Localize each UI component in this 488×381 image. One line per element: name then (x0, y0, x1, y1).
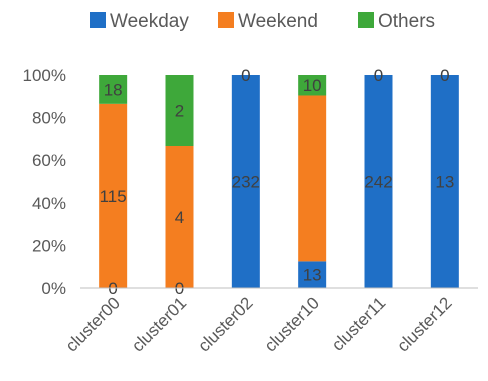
legend-label-others: Others (378, 11, 435, 32)
data-label: 2 (175, 102, 184, 121)
bar-segment-others-cluster10 (298, 75, 327, 96)
legend-swatch-others (358, 12, 374, 28)
y-tick-label: 20% (32, 236, 66, 255)
bar-segment-weekend-cluster10 (298, 95, 327, 262)
data-label: 232 (232, 173, 260, 192)
legend: Weekday Weekend Others (90, 11, 435, 32)
y-tick-label: 60% (32, 151, 66, 170)
x-tick-label: cluster10 (261, 293, 323, 355)
x-tick-label: cluster02 (194, 293, 256, 355)
bar-segment-weekend-cluster00 (99, 103, 128, 289)
data-label: 4 (175, 208, 184, 227)
x-tick-label: cluster12 (393, 293, 455, 355)
data-label: 0 (374, 66, 383, 85)
bar-segment-others-cluster00 (99, 75, 128, 104)
bar-segment-others-cluster01 (165, 75, 194, 146)
data-label: 13 (303, 266, 322, 285)
data-label: 0 (241, 66, 250, 85)
bar-segment-weekday-cluster02 (231, 75, 260, 288)
legend-swatch-weekday (90, 12, 106, 28)
x-axis: cluster00 cluster01 cluster02 cluster10 clus… (62, 287, 478, 356)
data-label: 10 (303, 76, 322, 95)
bar-segment-weekend-cluster01 (165, 146, 194, 288)
x-tick-label: cluster11 (328, 293, 389, 354)
y-tick-label: 100% (23, 66, 66, 85)
y-tick-label: 40% (32, 194, 66, 213)
x-tick-label: cluster01 (128, 293, 190, 355)
legend-label-weekday: Weekday (110, 11, 189, 32)
y-tick-label: 0% (41, 279, 66, 298)
data-label: 242 (364, 173, 392, 192)
bar-segment-weekday-cluster12 (430, 75, 459, 288)
data-label: 0 (440, 66, 449, 85)
bar-segment-weekday-cluster11 (364, 75, 393, 288)
y-axis: 0% 20% 40% 60% 80% 100% (23, 66, 66, 298)
bars (99, 75, 459, 289)
legend-label-weekend: Weekend (238, 11, 318, 32)
y-tick-label: 80% (32, 109, 66, 128)
bar-segment-weekday-cluster10 (298, 261, 327, 288)
data-label: 18 (104, 80, 123, 99)
data-label: 13 (435, 173, 454, 192)
legend-swatch-weekend (218, 12, 234, 28)
x-tick-label: cluster00 (62, 293, 124, 355)
data-label: 115 (100, 187, 127, 206)
